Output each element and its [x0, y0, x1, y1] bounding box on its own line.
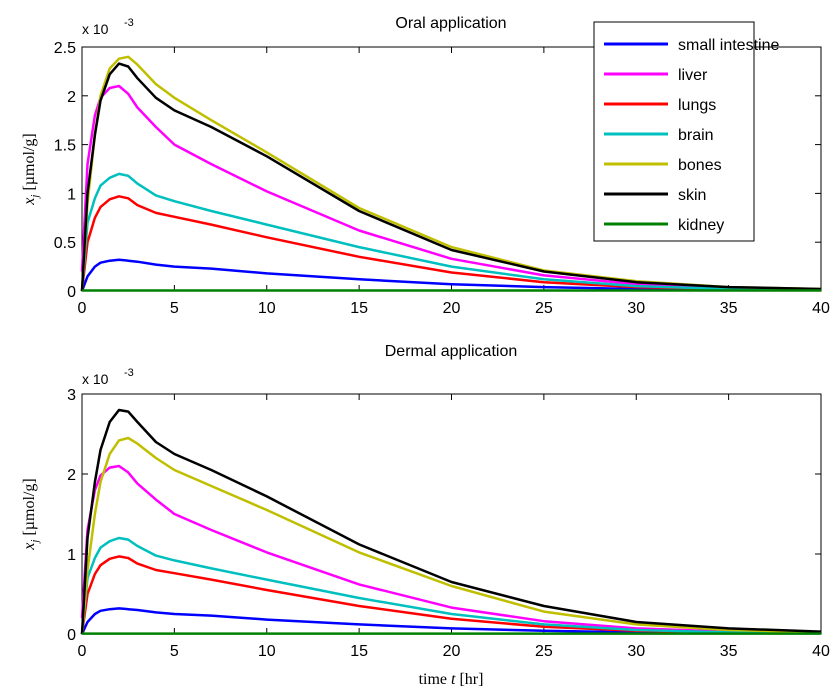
x-tick-label: 0 [78, 300, 87, 317]
series-line-brain [80, 536, 822, 635]
legend-label: brain [678, 127, 714, 144]
legend-label: bones [678, 157, 722, 174]
x-tick-label: 5 [170, 300, 179, 317]
y-tick-label: 0 [67, 627, 76, 644]
chart-dermal-application: Dermal application x 10 -3 0 5 10 15 20 25 30 3… [21, 343, 830, 688]
x-tick-label: 40 [812, 300, 830, 317]
y-axis-exponent: x 10 -3 [82, 367, 134, 387]
series-line-lungs [80, 195, 822, 292]
series-line-lungs [80, 555, 822, 635]
x-tick-label: 20 [443, 643, 461, 660]
x-tick-label: 10 [258, 300, 276, 317]
x-tick-label: 30 [627, 300, 645, 317]
x-tick-label: 25 [535, 300, 553, 317]
x-tick-label: 10 [258, 643, 276, 660]
series-line-liver [80, 464, 822, 635]
y-tick-label: 1 [67, 186, 76, 203]
x-tick-label: 35 [720, 300, 738, 317]
x-tick-label: 15 [350, 300, 368, 317]
x-tick-label: 5 [170, 643, 179, 660]
series-line-skin [80, 62, 822, 292]
y-tick-label: 2 [67, 467, 76, 484]
x-tick-label: 25 [535, 643, 553, 660]
y-axis-exponent: x 10 -3 [82, 17, 134, 37]
exponent-power: -3 [124, 367, 134, 379]
y-tick-label: 3 [67, 387, 76, 404]
exponent-power: -3 [124, 17, 134, 29]
series-line-bones [80, 436, 822, 635]
x-tick-label: 0 [78, 643, 87, 660]
y-tick-label: 0 [67, 284, 76, 301]
plot-area [81, 393, 822, 635]
axis-ticks: 0 5 10 15 20 25 30 35 40 0 1 2 3 [67, 387, 830, 660]
legend-label: small intestine [678, 37, 779, 54]
x-tick-label: 30 [627, 643, 645, 660]
chart-title: Dermal application [385, 343, 518, 360]
x-axis-label: time t [hr] [419, 671, 484, 688]
chart-oral-application: Oral application x 10 -3 0 5 10 15 20 25 30 35 4… [21, 15, 830, 317]
legend-label: skin [678, 187, 706, 204]
exponent-base: x 10 [82, 21, 109, 37]
series-lines [80, 55, 822, 292]
series-line-brain [80, 172, 822, 292]
x-tick-label: 40 [812, 643, 830, 660]
legend-label: kidney [678, 217, 724, 234]
y-tick-label: 2.5 [54, 40, 76, 57]
x-tick-label: 35 [720, 643, 738, 660]
exponent-base: x 10 [82, 371, 109, 387]
series-line-small-intestine [80, 258, 821, 292]
y-axis-label: xj [µmol/g] [21, 133, 41, 205]
series-line-skin [80, 408, 822, 635]
y-tick-label: 1 [67, 547, 76, 564]
legend-label: liver [678, 67, 708, 84]
legend-box [593, 21, 755, 242]
axis-ticks: 0 5 10 15 20 25 30 35 40 0 0.5 1 1.5 2 2.5 [54, 40, 830, 317]
chart-title: Oral application [395, 15, 506, 32]
x-tick-label: 20 [443, 300, 461, 317]
y-axis-label: xj [µmol/g] [21, 478, 41, 550]
series-line-small-intestine [80, 607, 821, 635]
series-lines [80, 408, 822, 635]
y-tick-label: 1.5 [54, 138, 76, 155]
y-tick-label: 0.5 [54, 235, 76, 252]
legend-label: lungs [678, 97, 716, 114]
legend: small intestine liver lungs brain bones skin k… [593, 21, 779, 242]
x-tick-label: 15 [350, 643, 368, 660]
y-tick-label: 2 [67, 89, 76, 106]
